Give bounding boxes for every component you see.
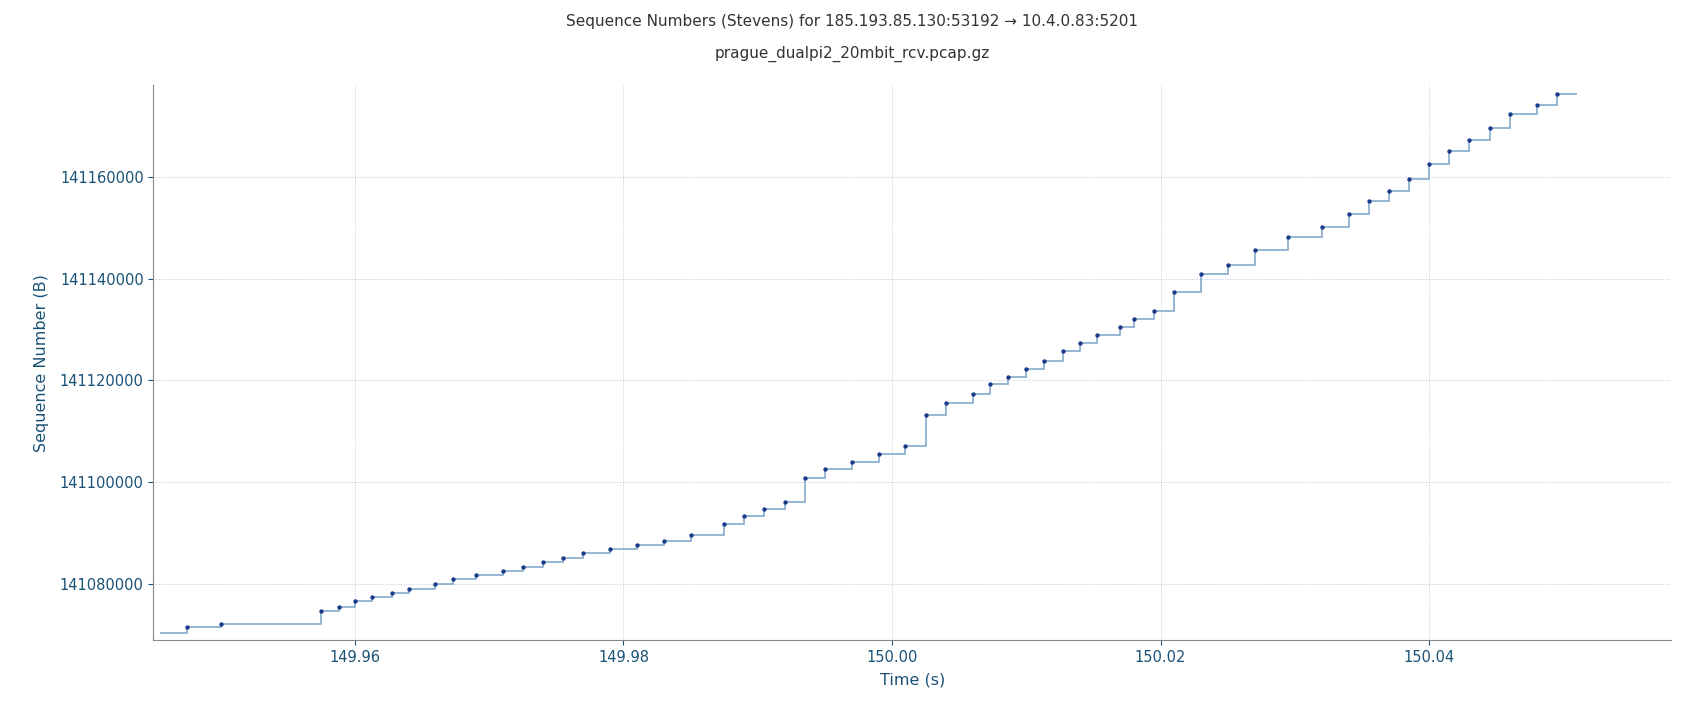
Point [174,621,201,633]
Point [994,371,1021,383]
Point [569,547,597,559]
Point [489,565,517,577]
Point [462,570,489,581]
Point [510,561,537,572]
Point [549,552,576,564]
Point [1141,305,1168,316]
Point [771,496,798,507]
Point [326,601,353,612]
Point [1335,208,1362,219]
Point [307,606,334,617]
Point [1120,313,1147,324]
Point [1066,338,1093,349]
Point [1084,329,1112,341]
Point [750,503,777,515]
Point [206,618,234,629]
Point [341,596,368,607]
Point [1214,260,1241,271]
Point [624,539,651,550]
Point [677,530,704,541]
Point [912,410,939,421]
Point [379,587,406,598]
Point [711,518,738,530]
Point [421,578,448,589]
Point [839,456,866,468]
Point [1161,287,1188,298]
Point [977,379,1004,390]
Point [1456,134,1483,146]
Point [1049,346,1076,357]
Point [396,583,423,594]
Point [1523,99,1550,110]
Point [1308,221,1335,232]
Point [1395,173,1422,185]
Point [1241,244,1269,255]
Point [1187,268,1214,279]
Point [1107,321,1134,333]
Point [1355,195,1383,206]
Point [958,388,985,400]
Point [358,592,385,603]
Point [1543,89,1570,100]
Point [812,464,839,475]
Point [1415,158,1442,169]
Point [791,472,818,483]
Point [864,448,892,459]
Point [1477,122,1504,133]
Point [1275,231,1303,242]
Point [933,397,960,409]
Point [892,440,919,451]
Point [529,557,556,568]
Point [440,574,467,585]
Y-axis label: Sequence Number (B): Sequence Number (B) [34,274,49,451]
X-axis label: Time (s): Time (s) [880,673,945,688]
Point [1436,145,1463,156]
Text: prague_dualpi2_20mbit_rcv.pcap.gz: prague_dualpi2_20mbit_rcv.pcap.gz [714,46,991,63]
Point [597,544,624,555]
Point [1376,185,1403,196]
Point [731,510,759,522]
Point [650,535,677,546]
Text: Sequence Numbers (Stevens) for 185.193.85.130:53192 → 10.4.0.83:5201: Sequence Numbers (Stevens) for 185.193.8… [566,14,1139,29]
Point [1013,363,1040,375]
Point [1030,355,1057,366]
Point [1495,108,1523,119]
